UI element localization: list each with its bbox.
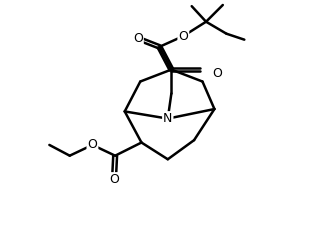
Text: O: O <box>87 138 97 151</box>
Text: O: O <box>212 67 222 80</box>
Text: O: O <box>178 30 188 43</box>
Text: O: O <box>109 173 119 186</box>
Text: N: N <box>163 112 172 125</box>
Text: O: O <box>133 32 143 45</box>
